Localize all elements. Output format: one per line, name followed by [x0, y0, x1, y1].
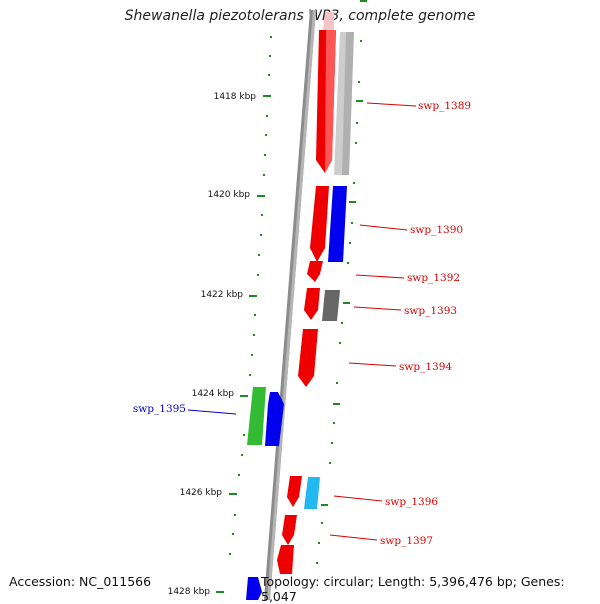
major-ticks	[216, 95, 271, 593]
gene-swp_1390	[328, 186, 347, 262]
gene-label[interactable]: swp_1395	[133, 403, 186, 415]
genome-title: Shewanella piezotolerans WP3, complete g…	[124, 8, 476, 24]
position-label: 1418 kbp	[214, 92, 257, 102]
position-label: 1420 kbp	[208, 190, 251, 200]
gene-swp_1396	[304, 477, 320, 509]
gene-swp_1390-reverse	[310, 186, 329, 262]
position-label: 1426 kbp	[180, 488, 223, 498]
gene-swp_1398	[246, 577, 262, 600]
gene-label[interactable]: swp_1396	[385, 496, 438, 508]
gene-label[interactable]: swp_1397	[380, 535, 433, 547]
backbone-highlight	[267, 10, 316, 600]
gene-label[interactable]: swp_1392	[407, 272, 460, 284]
inner-tick-track	[229, 36, 272, 555]
gene-swp_1394	[298, 329, 318, 387]
gene-swp_1397	[282, 515, 297, 545]
position-label: 1422 kbp	[201, 290, 244, 300]
gene-features	[246, 12, 354, 600]
gene-label[interactable]: swp_1390	[410, 224, 463, 236]
gene-swp_1393-reverse	[304, 288, 320, 320]
position-label: 1424 kbp	[192, 389, 235, 399]
gene-label[interactable]: swp_1394	[399, 361, 452, 373]
outer-major-ticks	[321, 0, 367, 506]
gene-swp_1395	[265, 392, 284, 446]
gene-swp_1396-reverse	[287, 476, 302, 507]
position-label: 1428 kbp	[168, 587, 211, 597]
outer-tick-track	[316, 40, 362, 564]
gene-swp_1395-green	[247, 387, 266, 445]
gene-swp_1392	[307, 261, 323, 282]
callout-lines	[187, 102, 417, 541]
gene-label[interactable]: swp_1389	[418, 100, 471, 112]
gene-swp_1393	[322, 290, 340, 321]
accession-info: Accession: NC_011566	[9, 574, 152, 589]
gene-label[interactable]: swp_1393	[404, 305, 457, 317]
